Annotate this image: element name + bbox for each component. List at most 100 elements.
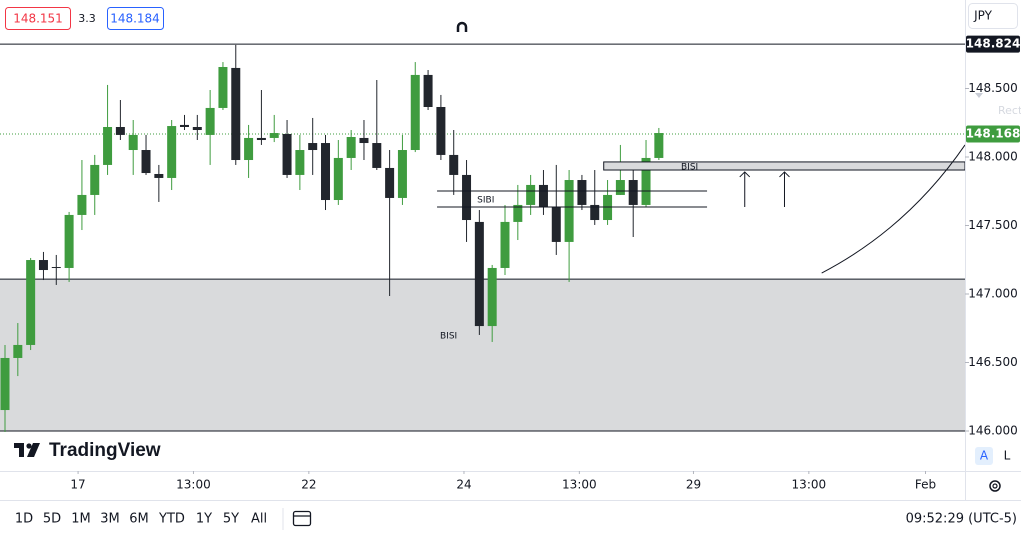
range-button[interactable]: 1D — [15, 512, 33, 527]
logo: TradingView — [14, 440, 161, 461]
plot-area: BISI SIBI BISI — [0, 43, 966, 432]
candle-body — [256, 137, 266, 141]
x-tick-label: 13:00 — [562, 478, 597, 492]
bid: 148.151 — [13, 12, 63, 26]
x-tick-label: Feb — [915, 478, 936, 492]
candle-body — [385, 167, 395, 198]
candle-body — [538, 184, 548, 208]
candle-body — [167, 126, 177, 178]
bid-box[interactable] — [5, 7, 71, 30]
logo-mark — [27, 443, 40, 457]
candle-body — [462, 174, 472, 221]
log-scale[interactable]: L — [1004, 449, 1011, 463]
logo-dot — [26, 443, 32, 449]
range-button[interactable]: 1Y — [196, 512, 212, 527]
candle-body — [628, 180, 638, 205]
candle-body — [295, 150, 305, 175]
x-tick-label: 13:00 — [792, 478, 827, 492]
clock: 09:52:29 (UTC-5) — [906, 512, 1017, 527]
candle-body — [474, 221, 484, 327]
candle-body — [64, 214, 74, 268]
candle-body — [615, 180, 625, 195]
candle-body — [551, 207, 561, 242]
candle-body — [205, 107, 215, 135]
candle-body — [436, 106, 446, 155]
candle-body — [141, 150, 151, 174]
candle-body — [397, 150, 407, 198]
candle-body — [231, 67, 241, 161]
candle-body — [192, 126, 202, 131]
level-label: 148.824 — [966, 37, 1021, 51]
candle-body — [372, 143, 382, 168]
candle-body — [487, 267, 497, 327]
logo-text: TradingView — [49, 440, 161, 461]
tool-hint: Rect — [998, 104, 1021, 117]
ask: 148.184 — [110, 12, 160, 26]
magnet-icon[interactable] — [456, 21, 468, 32]
candle-body — [500, 221, 510, 268]
candle-body — [26, 260, 36, 345]
candle-body — [359, 137, 369, 144]
settings-icon-core — [992, 483, 998, 489]
y-tick-label: 147.000 — [968, 286, 1018, 300]
candle-body — [641, 157, 651, 205]
candle-body — [77, 194, 87, 215]
annotation: SIBI — [477, 196, 494, 206]
candle-body — [513, 204, 523, 222]
y-tick-label: 148.500 — [968, 81, 1018, 95]
range-button[interactable]: 1M — [71, 512, 91, 527]
candle-body — [577, 180, 587, 205]
spread: 3.3 — [78, 12, 96, 25]
ask-box[interactable] — [107, 7, 164, 30]
y-tick-label: 147.500 — [968, 218, 1018, 232]
candle-body — [321, 143, 331, 201]
last-price-label: 148.168 — [966, 126, 1021, 140]
range-button[interactable]: All — [251, 512, 267, 527]
candle-body — [333, 157, 343, 201]
arrow — [739, 171, 751, 208]
range-button[interactable]: YTD — [158, 512, 185, 527]
candle-body — [308, 143, 318, 151]
y-tick-label: 146.500 — [968, 355, 1018, 369]
candle-body — [103, 126, 113, 165]
candle-body — [38, 260, 48, 271]
range-bar: 1D 5D 1M 3M 6M YTD 1Y 5Y All — [15, 512, 267, 527]
annotation: BISI — [440, 332, 457, 342]
level-label-box — [966, 35, 1020, 53]
y-tick-label: 148.000 — [968, 150, 1018, 164]
x-tick-label: 29 — [686, 478, 701, 492]
candle-body — [282, 133, 292, 175]
candle-body — [51, 267, 61, 269]
candle-body — [564, 180, 574, 242]
x-tick-label: 24 — [456, 478, 471, 492]
x-tick-label: 13:00 — [176, 478, 211, 492]
range-button[interactable]: 3M — [100, 512, 120, 527]
annotation: BISI — [681, 163, 698, 173]
candle-body — [526, 184, 536, 205]
last-price-label-box — [966, 125, 1020, 143]
zone-box — [603, 161, 966, 171]
auto-scale[interactable]: A — [980, 449, 989, 463]
candle-body — [115, 126, 125, 135]
candle-body — [590, 204, 600, 221]
candle-body — [654, 133, 664, 158]
arrow — [779, 171, 790, 208]
candle-body — [269, 133, 279, 138]
range-button[interactable]: 5D — [43, 512, 61, 527]
settings-icon[interactable] — [989, 480, 1001, 492]
range-button[interactable]: 5Y — [223, 512, 239, 527]
currency-button[interactable] — [968, 3, 1018, 29]
hint-arrow — [975, 93, 983, 98]
x-tick-label: 22 — [301, 478, 316, 492]
candle-body — [410, 74, 420, 151]
candle-body — [90, 164, 100, 195]
candle-body — [128, 134, 138, 151]
calendar-icon[interactable] — [292, 510, 312, 527]
candle-body — [423, 74, 433, 107]
candle-body — [0, 357, 10, 411]
candle-body — [346, 136, 356, 158]
range-button[interactable]: 6M — [129, 512, 149, 527]
